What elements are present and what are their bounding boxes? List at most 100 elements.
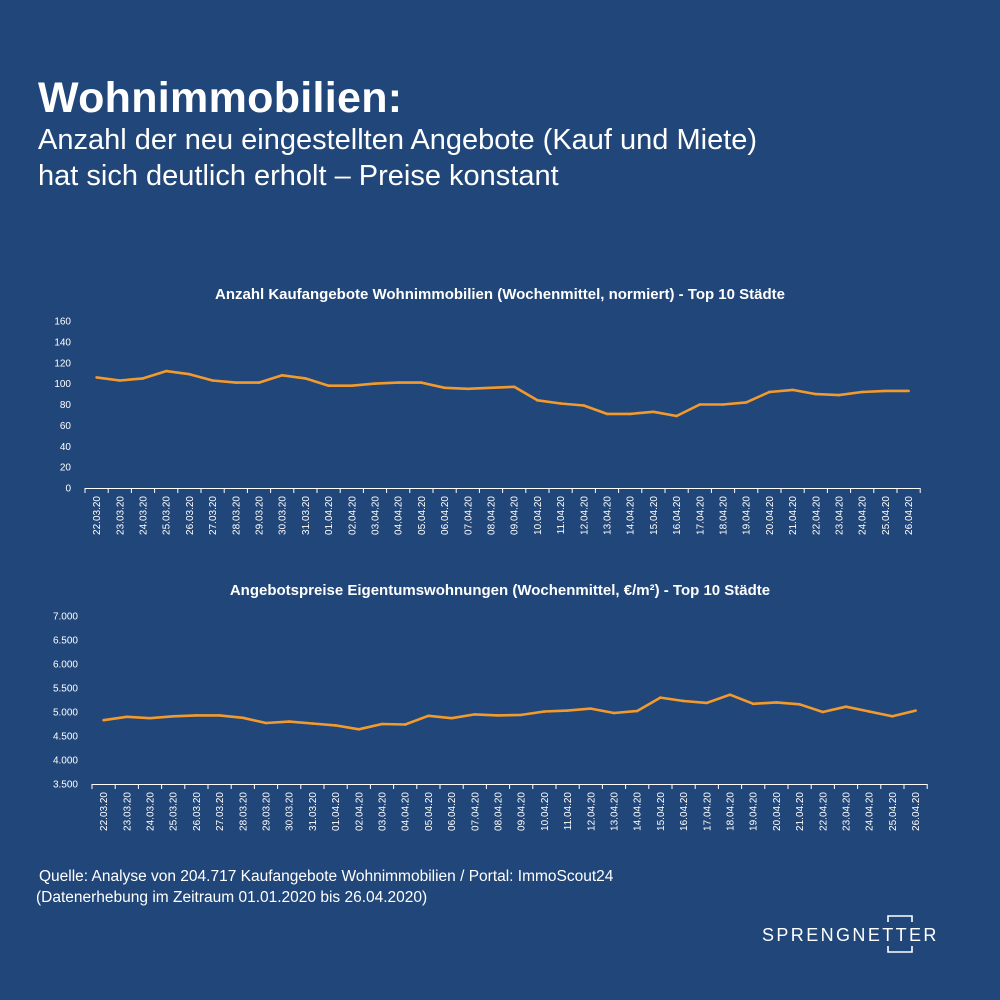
y-tick-label: 5.500: [53, 684, 78, 695]
x-tick-label: 12.04.20: [579, 496, 590, 535]
data-point: [844, 705, 848, 709]
x-tick-label: 02.04.20: [347, 496, 358, 535]
x-tick-label: 22.03.20: [99, 792, 110, 831]
data-point: [543, 710, 546, 713]
x-tick-label: 23.03.20: [115, 496, 126, 535]
y-tick-label: 4.000: [53, 756, 78, 767]
data-point: [171, 715, 175, 718]
data-point: [403, 723, 407, 726]
x-tick-label: 08.04.20: [487, 496, 498, 535]
x-tick-label: 31.03.20: [301, 496, 312, 535]
data-point: [744, 401, 748, 404]
y-tick-label: 80: [60, 400, 72, 411]
x-tick-label: 08.04.20: [494, 792, 505, 831]
data-point: [280, 373, 284, 377]
data-point: [751, 702, 755, 706]
x-tick-label: 23.03.20: [122, 792, 133, 831]
x-tick-label: 05.04.20: [417, 496, 428, 535]
data-point: [628, 412, 632, 416]
data-point: [396, 381, 400, 384]
data-point: [496, 714, 500, 717]
data-point: [489, 386, 493, 390]
data-point: [311, 722, 314, 725]
chart-1-title: Anzahl Kaufangebote Wohnimmobilien (Woch…: [214, 286, 786, 303]
x-tick-label: 24.04.20: [865, 792, 876, 831]
y-tick-label: 100: [54, 379, 71, 390]
chart-2-price-per-sqm: 3.500 4.000 4.500 5.000 5.500 6.000 6.500 7.000…: [53, 612, 928, 831]
x-tick-label: 20.04.20: [765, 496, 776, 535]
x-tick-label: 28.03.20: [238, 792, 249, 831]
series-line: [103, 693, 916, 731]
data-point: [559, 402, 562, 405]
x-tick-label: 13.04.20: [610, 792, 621, 831]
data-point: [768, 390, 771, 394]
data-point: [798, 703, 801, 706]
x-tick-label: 18.04.20: [719, 496, 730, 535]
x-tick-label: 11.04.20: [563, 792, 574, 831]
x-tick-label: 26.04.20: [911, 792, 922, 831]
y-tick-label: 40: [60, 442, 72, 453]
y-tick-label: 20: [60, 463, 72, 474]
x-tick-label: 22.04.20: [818, 792, 829, 831]
data-point: [241, 716, 245, 720]
sprengnetter-logo: SPRENGNETTER: [762, 912, 947, 956]
chart-1-offers-count: 0 20 40 60 80 100 120 140 160 22.03.20 23.03.20 24.…: [54, 317, 921, 535]
data-point: [582, 404, 586, 407]
data-point: [257, 381, 261, 384]
y-tick-label: 6.500: [53, 636, 78, 647]
chart-2-title: Angebotspreise Eigentumswohnungen (Woche…: [229, 582, 771, 599]
x-tick-label: 04.04.20: [394, 496, 405, 535]
data-point: [837, 393, 841, 397]
data-point: [466, 387, 470, 391]
data-point: [473, 713, 477, 716]
x-tick-label: 19.04.20: [742, 496, 753, 535]
data-point: [304, 377, 307, 380]
x-tick-label: 15.04.20: [649, 496, 660, 535]
data-point: [635, 709, 639, 713]
data-point: [334, 724, 337, 727]
y-tick-label: 0: [65, 484, 71, 495]
y-tick-label: 60: [60, 421, 72, 432]
x-tick-label: 30.03.20: [278, 496, 289, 535]
data-point: [884, 389, 887, 393]
x-tick-label: 02.04.20: [354, 792, 365, 831]
x-tick-label: 14.04.20: [633, 792, 644, 831]
x-tick-label: 25.03.20: [169, 792, 180, 831]
x-tick-label: 22.04.20: [811, 496, 822, 535]
headline: Wohnimmobilien:: [38, 74, 403, 122]
x-tick-label: 29.03.20: [262, 792, 273, 831]
period-note: (Datenerhebung im Zeitraum 01.01.2020 bi…: [36, 889, 428, 906]
data-point: [652, 410, 655, 414]
data-point: [907, 389, 910, 393]
x-tick-label: 16.04.20: [679, 792, 690, 831]
data-point: [211, 379, 214, 382]
x-tick-label: 25.04.20: [888, 792, 899, 831]
x-tick-label: 05.04.20: [424, 792, 435, 831]
data-point: [814, 392, 818, 396]
x-tick-label: 28.03.20: [231, 496, 242, 535]
data-point: [264, 721, 268, 725]
data-point: [164, 369, 168, 373]
subline-2: hat sich deutlich erholt – Preise konsta…: [38, 160, 559, 192]
data-point: [891, 715, 894, 718]
data-point: [705, 701, 709, 705]
source-note: Quelle: Analyse von 204.717 Kaufangebote…: [39, 868, 614, 885]
y-tick-label: 3.500: [53, 780, 78, 791]
data-point: [775, 701, 778, 704]
data-point: [914, 709, 917, 712]
y-tick-label: 5.000: [53, 708, 78, 719]
x-tick-label: 26.03.20: [185, 496, 196, 535]
data-point: [721, 403, 725, 406]
data-point: [450, 716, 453, 720]
data-point: [118, 379, 122, 382]
data-point: [350, 384, 354, 388]
footer: Quelle: Analyse von 204.717 Kaufangebote…: [36, 866, 613, 908]
x-tick-label: 06.04.20: [447, 792, 458, 831]
x-tick-label: 10.04.20: [540, 792, 551, 831]
data-point: [141, 377, 145, 380]
x-tick-label: 01.04.20: [324, 496, 335, 535]
x-tick-label: 21.04.20: [788, 496, 799, 535]
data-point: [234, 381, 238, 384]
data-point: [589, 707, 593, 710]
x-tick-label: 26.03.20: [192, 792, 203, 831]
